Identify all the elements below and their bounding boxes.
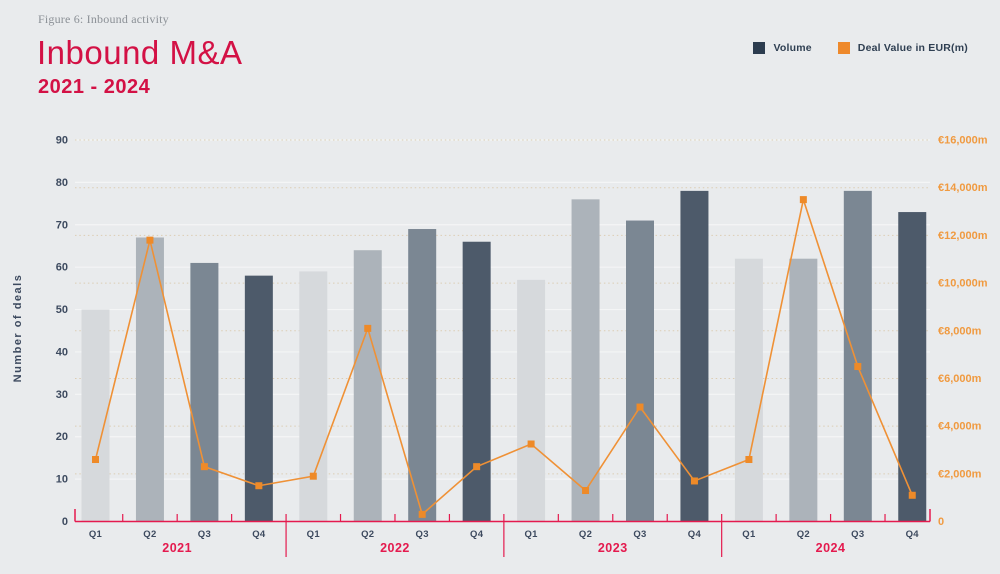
left-axis-tick-label: 70	[56, 219, 68, 231]
left-axis-tick-label: 80	[56, 177, 68, 189]
bar-2023-Q1	[517, 279, 546, 522]
bar-2021-Q2	[135, 237, 164, 522]
x-axis-quarter-label: Q4	[906, 529, 920, 540]
x-axis-quarter-label: Q3	[416, 529, 429, 540]
year-label-2024: 2024	[816, 541, 846, 555]
deal-value-marker-2024-Q4	[908, 491, 916, 499]
bar-2021-Q4	[244, 275, 273, 522]
x-axis-quarter-label: Q3	[851, 529, 864, 540]
left-axis-tick-label: 0	[62, 516, 68, 528]
bar-2024-Q1	[734, 258, 763, 522]
page-subtitle: 2021 - 2024	[38, 76, 151, 98]
year-label-2023: 2023	[598, 541, 628, 555]
left-axis-tick-label: 10	[56, 474, 68, 486]
legend-item-volume: Volume	[753, 42, 812, 54]
deal-value-marker-2021-Q1	[92, 456, 99, 464]
deal-value-marker-2021-Q4	[255, 482, 263, 490]
x-axis-quarter-label: Q1	[742, 529, 756, 540]
x-axis-quarter-label: Q1	[524, 529, 538, 540]
deal-value-marker-2024-Q2	[799, 196, 807, 204]
x-axis-quarter-label: Q4	[688, 529, 702, 540]
x-axis-quarter-label: Q1	[307, 529, 321, 540]
left-axis-tick-label: 90	[56, 135, 68, 147]
bar-2022-Q3	[408, 229, 437, 522]
bar-2021-Q1	[81, 309, 110, 522]
deal-value-marker-2023-Q2	[582, 487, 590, 495]
legend: Volume Deal Value in EUR(m)	[753, 42, 968, 54]
x-axis-quarter-label: Q1	[89, 529, 103, 540]
left-axis-tick-label: 40	[56, 346, 68, 358]
bar-2023-Q3	[626, 220, 654, 522]
x-axis-quarter-label: Q2	[579, 529, 592, 540]
year-label-2021: 2021	[162, 541, 192, 555]
left-axis-tick-label: 20	[56, 431, 68, 443]
deal-value-marker-2022-Q2	[364, 324, 372, 332]
x-axis-quarter-label: Q2	[361, 529, 374, 540]
bar-2024-Q2	[789, 258, 818, 522]
deal-value-line	[94, 196, 913, 516]
left-axis-tick-label: 60	[56, 262, 68, 274]
right-axis-tick-label: €6,000m	[938, 373, 982, 385]
right-axis-tick-label: €12,000m	[938, 230, 988, 242]
legend-label-volume: Volume	[773, 42, 812, 54]
right-axis-tick-label: €10,000m	[938, 278, 988, 290]
left-axis-tick-label: 50	[56, 304, 68, 316]
deal-value-marker-2023-Q1	[527, 440, 535, 448]
deal-value-marker-2023-Q3	[636, 403, 644, 411]
left-axis-tick-label: 30	[56, 389, 68, 401]
right-axis-tick-label: €2,000m	[938, 468, 982, 480]
right-axis-tick-label: 0	[938, 516, 944, 528]
deal-value-marker-2022-Q3	[418, 510, 426, 518]
x-axis-quarter-label: Q4	[252, 529, 266, 540]
bar-2023-Q2	[571, 199, 600, 522]
bar-2024-Q4	[898, 212, 927, 522]
x-axis-quarter-label: Q3	[198, 529, 211, 540]
page-title: Inbound M&A	[37, 34, 243, 71]
volume-swatch-icon	[753, 42, 766, 54]
x-axis-quarter-label: Q2	[797, 529, 810, 540]
legend-item-deal-value: Deal Value in EUR(m)	[837, 42, 968, 54]
deal-value-marker-2021-Q3	[200, 463, 208, 471]
bar-2023-Q4	[680, 190, 709, 522]
bar-2024-Q3	[843, 190, 872, 522]
legend-label-deal-value: Deal Value in EUR(m)	[857, 42, 968, 54]
bar-2022-Q2	[353, 250, 382, 522]
bar-2022-Q1	[299, 271, 328, 522]
right-axis-tick-label: €14,000m	[938, 182, 988, 194]
bar-2022-Q4	[462, 241, 491, 522]
deal-value-marker-2024-Q3	[854, 363, 862, 371]
deal-value-marker-2021-Q2	[146, 236, 154, 244]
deal-value-marker-2023-Q4	[690, 477, 698, 485]
bar-2021-Q3	[190, 262, 219, 522]
right-axis-tick-label: €16,000m	[938, 135, 988, 147]
deal-value-marker-2022-Q1	[309, 472, 317, 480]
x-axis-quarter-label: Q3	[633, 529, 646, 540]
x-axis-quarter-label: Q2	[143, 529, 156, 540]
figure-caption: Figure 6: Inbound activity	[38, 12, 169, 26]
right-axis-tick-label: €8,000m	[938, 325, 982, 337]
deal-value-swatch-icon	[837, 42, 850, 54]
year-label-2022: 2022	[380, 541, 410, 555]
x-axis-quarter-label: Q4	[470, 529, 484, 540]
deal-value-marker-2024-Q1	[745, 456, 753, 464]
right-axis-tick-label: €4,000m	[938, 421, 982, 433]
deal-value-marker-2022-Q4	[473, 463, 481, 471]
